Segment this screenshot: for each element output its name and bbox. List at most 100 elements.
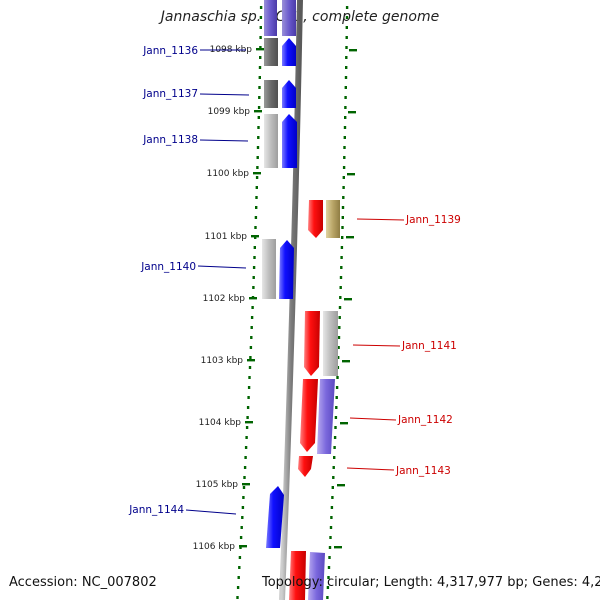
kbp-tick-mark-outer bbox=[349, 49, 357, 52]
gene-arrow-jann-1144 bbox=[266, 486, 284, 548]
ring-dot bbox=[245, 436, 248, 439]
ring-dot bbox=[342, 166, 346, 169]
ring-dot bbox=[334, 416, 338, 419]
ring-dot bbox=[341, 226, 344, 229]
kbp-tick-mark bbox=[256, 48, 264, 51]
ring-dot bbox=[256, 156, 259, 159]
feature-block-bottom bbox=[308, 552, 325, 600]
kbp-tick-label: 1100 kbp bbox=[207, 169, 250, 179]
ring-dot bbox=[330, 506, 334, 509]
ring-dot bbox=[331, 486, 334, 489]
ring-dot bbox=[254, 236, 257, 239]
gene-arrow-jann-1139 bbox=[308, 200, 323, 238]
ring-dot bbox=[240, 526, 243, 529]
ring-dot bbox=[339, 276, 343, 279]
ring-dot bbox=[256, 166, 259, 169]
ring-dot bbox=[339, 296, 342, 299]
ring-dot bbox=[338, 326, 341, 329]
ring-dot bbox=[255, 176, 259, 179]
gene-label: Jann_1136 bbox=[142, 45, 198, 57]
ring-dot bbox=[243, 466, 247, 469]
kbp-tick-mark bbox=[245, 421, 253, 424]
reverse-strand-features bbox=[289, 200, 340, 600]
kbp-tick-mark bbox=[249, 297, 257, 300]
gene-arrow-jann-1141 bbox=[304, 311, 320, 376]
kbp-tick-mark-outer bbox=[337, 484, 345, 487]
ring-dot bbox=[252, 266, 256, 269]
kbp-tick-mark bbox=[239, 545, 247, 548]
feature-block bbox=[264, 80, 278, 108]
ring-dot bbox=[334, 426, 337, 429]
ring-dot bbox=[253, 256, 256, 259]
feature-block-jann-1142 bbox=[317, 379, 335, 454]
ring-dot bbox=[345, 66, 348, 69]
kbp-tick-label: 1103 kbp bbox=[201, 356, 244, 366]
ring-dot bbox=[259, 16, 263, 19]
ring-dot bbox=[345, 46, 348, 49]
ring-dot bbox=[345, 56, 348, 59]
ring-dot bbox=[252, 286, 255, 289]
kbp-tick-mark-outer bbox=[347, 173, 355, 176]
gene-arrow-jann-1143 bbox=[298, 456, 313, 477]
kbp-tick-mark-outer bbox=[334, 546, 342, 549]
ring-dot bbox=[326, 586, 330, 589]
feature-block-top bbox=[264, 0, 277, 36]
ring-dot bbox=[326, 596, 329, 599]
ring-dot bbox=[247, 386, 251, 389]
kbp-tick-mark-outer bbox=[344, 298, 352, 301]
ring-dot bbox=[328, 556, 331, 559]
ring-dot bbox=[335, 396, 338, 399]
feature-block bbox=[264, 114, 278, 168]
ring-dot bbox=[341, 206, 345, 209]
ring-dot bbox=[341, 236, 344, 239]
gene-label: Jann_1141 bbox=[401, 340, 457, 352]
ring-dot bbox=[258, 86, 261, 89]
ring-dot bbox=[332, 466, 335, 469]
gene-label-leader bbox=[356, 218, 405, 221]
kbp-tick-mark bbox=[242, 483, 250, 486]
ring-dot bbox=[243, 476, 246, 479]
ring-dot bbox=[256, 146, 260, 149]
ring-dot bbox=[338, 306, 342, 309]
gene-arrow-jann-1136 bbox=[282, 38, 296, 66]
ring-dot bbox=[335, 406, 338, 409]
ring-dot bbox=[237, 576, 240, 579]
ring-dot bbox=[250, 336, 253, 339]
ring-dot bbox=[251, 306, 254, 309]
kbp-tick-mark-outer bbox=[342, 360, 350, 363]
ring-dot bbox=[328, 546, 332, 549]
topology-text: Topology: circular; Length: 4,317,977 bp… bbox=[262, 575, 600, 590]
ring-dot bbox=[246, 416, 249, 419]
ring-dot bbox=[239, 546, 242, 549]
ring-dot bbox=[344, 96, 347, 99]
ring-dot bbox=[238, 566, 241, 569]
gene-arrow-bottom bbox=[289, 551, 306, 600]
feature-block bbox=[326, 200, 340, 238]
gene-arrow-jann-1137 bbox=[282, 80, 296, 108]
ring-dot bbox=[336, 376, 339, 379]
ring-dot bbox=[248, 376, 251, 379]
ring-dot bbox=[333, 456, 336, 459]
ring-dot bbox=[241, 516, 244, 519]
kbp-tick-label: 1104 kbp bbox=[199, 418, 242, 428]
kbp-tick-label: 1102 kbp bbox=[203, 294, 246, 304]
kbp-tick-mark-outer bbox=[348, 111, 356, 114]
ring-dot bbox=[255, 196, 258, 199]
gene-label: Jann_1143 bbox=[395, 465, 451, 477]
ring-dot bbox=[257, 136, 260, 139]
ring-dot bbox=[344, 76, 348, 79]
ring-dot bbox=[259, 26, 262, 29]
ring-dot bbox=[236, 586, 240, 589]
ring-dot bbox=[342, 186, 345, 189]
ring-dot bbox=[343, 136, 346, 139]
kbp-tick-mark bbox=[251, 235, 259, 238]
ring-dot bbox=[344, 106, 347, 109]
ring-dot bbox=[340, 246, 344, 249]
ring-dot bbox=[242, 496, 245, 499]
gene-label: Jann_1140 bbox=[140, 261, 196, 273]
feature-block bbox=[264, 38, 278, 66]
feature-block bbox=[262, 239, 276, 299]
ring-dot bbox=[345, 36, 348, 39]
ring-dot bbox=[345, 6, 349, 9]
